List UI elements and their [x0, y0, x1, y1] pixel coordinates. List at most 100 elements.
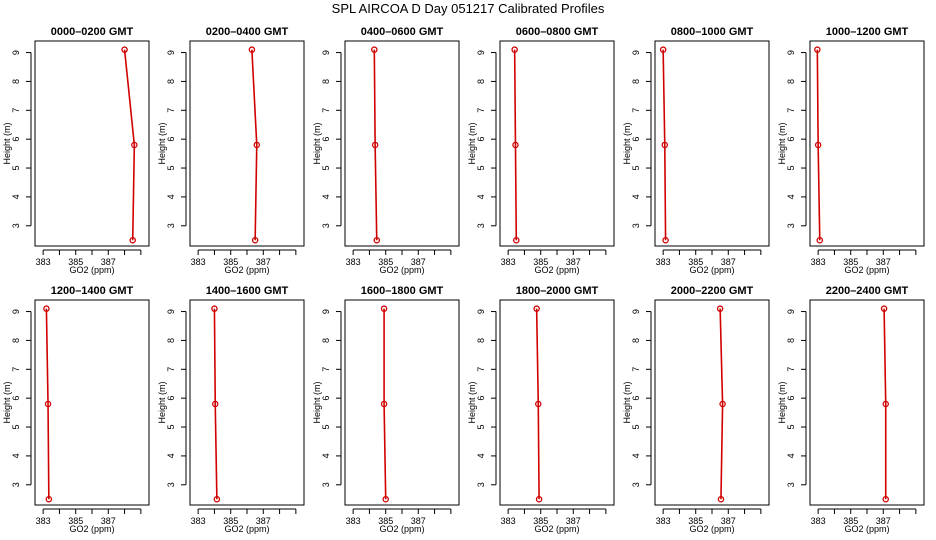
y-axis-label: Height (m) [777, 122, 787, 164]
x-axis-label: GO2 (ppm) [534, 265, 579, 275]
y-axis-label: Height (m) [2, 381, 12, 423]
y-tick-label: 8 [476, 79, 486, 84]
y-tick-label: 8 [321, 79, 331, 84]
panel-title: 0800–1000 GMT [671, 26, 754, 38]
y-tick-label: 9 [631, 309, 641, 314]
y-tick-label: 4 [476, 453, 486, 458]
y-tick-label: 3 [11, 223, 21, 228]
x-tick-label: 385 [843, 516, 858, 526]
x-axis-label: GO2 (ppm) [224, 524, 269, 534]
y-tick-label: 6 [476, 137, 486, 142]
profile-point [382, 495, 389, 503]
y-tick-label: 3 [476, 223, 486, 228]
profile-point [882, 495, 889, 503]
y-tick-label: 4 [166, 453, 176, 458]
profile-line [719, 308, 724, 500]
x-axis-label: GO2 (ppm) [844, 524, 889, 534]
x-axis-label: GO2 (ppm) [534, 524, 579, 534]
y-tick-label: 9 [476, 309, 486, 314]
y-tick-label: 7 [166, 367, 176, 372]
x-tick-label: 387 [411, 257, 426, 267]
panel-title: 0200–0400 GMT [206, 26, 289, 38]
y-tick-label: 5 [11, 425, 21, 430]
chart-title: SPL AIRCOA D Day 051217 Calibrated Profi… [332, 1, 605, 16]
x-axis-label: GO2 (ppm) [69, 265, 114, 275]
y-axis-label: Height (m) [467, 122, 477, 164]
y-tick-label: 7 [476, 367, 486, 372]
y-tick-label: 8 [11, 338, 21, 343]
panel-title: 1000–1200 GMT [826, 26, 909, 38]
plot-frame [809, 299, 925, 506]
y-tick-label: 5 [631, 166, 641, 171]
panel-title: 1200–1400 GMT [51, 285, 134, 297]
y-axis-label: Height (m) [157, 381, 167, 423]
panel-title: 1800–2000 GMT [516, 285, 599, 297]
y-tick-label: 3 [11, 482, 21, 487]
y-tick-label: 5 [11, 166, 21, 171]
x-tick-label: 385 [843, 257, 858, 267]
x-axis-label: GO2 (ppm) [224, 265, 269, 275]
y-tick-label: 7 [476, 108, 486, 113]
y-tick-label: 9 [786, 50, 796, 55]
y-tick-label: 8 [786, 79, 796, 84]
x-tick-label: 383 [191, 516, 206, 526]
y-axis-label: Height (m) [777, 381, 787, 423]
profile-point [380, 400, 388, 408]
y-tick-label: 5 [321, 166, 331, 171]
x-tick-label: 387 [876, 257, 891, 267]
plot-frame [809, 40, 925, 247]
x-tick-label: 387 [721, 257, 736, 267]
profile-point [251, 236, 259, 244]
x-tick-label: 383 [36, 257, 51, 267]
y-tick-label: 8 [11, 79, 21, 84]
profile-point [535, 400, 542, 408]
profile-line [816, 49, 821, 241]
plot-frame [34, 40, 150, 247]
y-tick-label: 7 [786, 367, 796, 372]
x-axis-label: GO2 (ppm) [379, 524, 424, 534]
profile-point [129, 236, 136, 244]
x-tick-label: 385 [688, 516, 703, 526]
profile-line [883, 308, 887, 500]
x-tick-label: 383 [501, 257, 516, 267]
y-tick-label: 9 [321, 309, 331, 314]
y-tick-label: 6 [321, 137, 331, 142]
profile-point [211, 305, 218, 312]
profile-point [380, 305, 388, 312]
profile-point [131, 141, 138, 149]
profile-point [45, 495, 53, 503]
y-tick-label: 3 [786, 482, 796, 487]
x-tick-label: 383 [656, 516, 671, 526]
y-tick-label: 7 [11, 108, 21, 113]
profile-point [371, 46, 378, 53]
profile-point [213, 495, 221, 503]
panel-title: 0000–0200 GMT [51, 26, 134, 38]
y-tick-label: 4 [631, 453, 641, 458]
y-tick-label: 6 [11, 137, 21, 142]
y-tick-label: 7 [321, 108, 331, 113]
y-tick-label: 4 [321, 194, 331, 199]
profile-point [814, 46, 821, 53]
y-tick-label: 5 [476, 166, 486, 171]
y-tick-label: 3 [166, 482, 176, 487]
y-tick-label: 5 [166, 425, 176, 430]
x-axis-label: GO2 (ppm) [69, 524, 114, 534]
y-axis-label: Height (m) [622, 122, 632, 164]
y-tick-label: 8 [166, 338, 176, 343]
y-tick-label: 5 [321, 425, 331, 430]
y-tick-label: 8 [476, 338, 486, 343]
y-axis-label: Height (m) [312, 381, 322, 423]
y-tick-label: 5 [476, 425, 486, 430]
y-tick-label: 3 [321, 482, 331, 487]
y-tick-label: 8 [166, 79, 176, 84]
plot-frame [654, 40, 770, 247]
x-tick-label: 385 [223, 257, 238, 267]
x-tick-label: 385 [68, 516, 83, 526]
profile-point [211, 400, 219, 408]
y-axis-label: Height (m) [157, 122, 167, 164]
